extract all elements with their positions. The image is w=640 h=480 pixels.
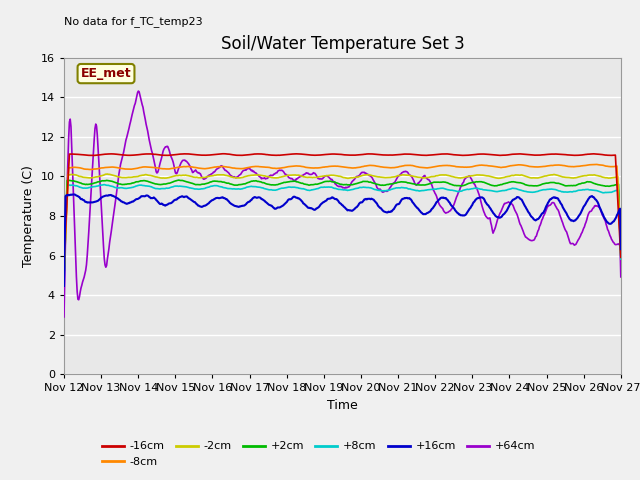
Title: Soil/Water Temperature Set 3: Soil/Water Temperature Set 3 — [221, 35, 464, 53]
Y-axis label: Temperature (C): Temperature (C) — [22, 165, 35, 267]
Text: EE_met: EE_met — [81, 67, 131, 80]
Legend: -16cm, -8cm, -2cm, +2cm, +8cm, +16cm, +64cm: -16cm, -8cm, -2cm, +2cm, +8cm, +16cm, +6… — [97, 437, 540, 471]
X-axis label: Time: Time — [327, 399, 358, 412]
Text: No data for f_TC_temp23: No data for f_TC_temp23 — [64, 16, 203, 27]
